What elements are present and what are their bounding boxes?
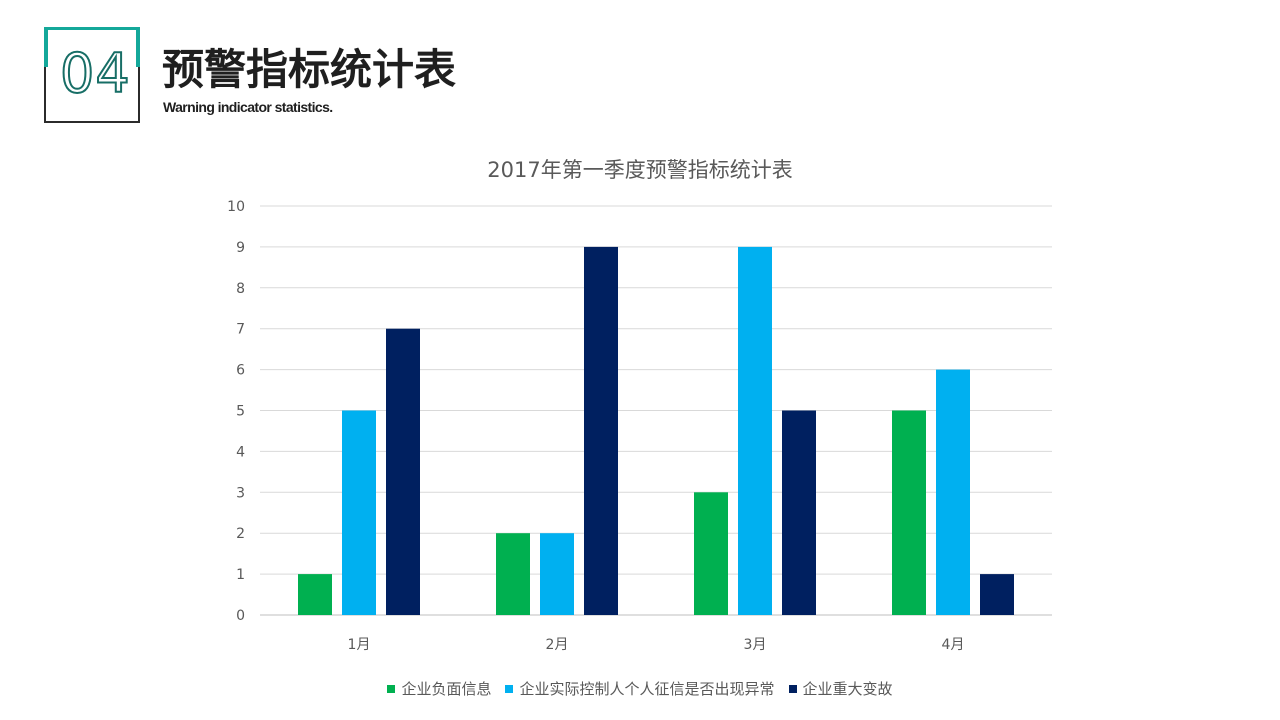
y-tick-label: 2 [236,526,245,542]
section-number-frame [44,27,140,123]
chart-legend: 企业负面信息 企业实际控制人个人征信是否出现异常 企业重大变故 [0,678,1280,699]
bar-3-2 [584,246,618,615]
legend-swatch [788,684,797,693]
bar-1-1 [298,574,332,615]
bars [298,246,1014,615]
section-number: 04 [59,41,131,106]
y-tick-label: 4 [236,444,245,460]
y-tick-label: 9 [236,240,245,256]
bar-2-3 [738,246,772,615]
y-tick-label: 7 [236,322,245,338]
y-tick-label: 1 [236,567,245,583]
y-axis-ticks: 0 1 2 3 4 5 6 7 8 9 10 [227,199,245,624]
y-tick-label: 3 [236,485,245,501]
gridlines [260,205,1052,616]
chart-title: 2017年第一季度预警指标统计表 [487,158,792,182]
x-tick-label: 4月 [942,637,965,653]
frame-accent-left [44,27,48,67]
legend-item: 企业重大变故 [788,678,893,699]
x-axis-ticks: 1月 2月 3月 4月 [348,637,965,653]
page-title: 预警指标统计表 [162,45,457,94]
x-tick-label: 2月 [546,637,569,653]
bar-2-4 [936,369,970,615]
y-tick-label: 5 [236,404,245,420]
bar-3-1 [386,328,420,615]
legend-item: 企业负面信息 [387,678,491,699]
x-tick-label: 1月 [348,637,371,653]
bar-3-3 [782,410,816,615]
y-tick-label: 6 [236,363,245,379]
bar-3-4 [980,574,1014,615]
legend-label: 企业负面信息 [401,680,492,698]
bar-1-4 [892,410,926,615]
legend-swatch [505,684,514,693]
legend-swatch [387,684,396,693]
y-tick-label: 10 [227,199,245,215]
x-tick-label: 3月 [744,637,767,653]
legend-label: 企业实际控制人个人征信是否出现异常 [519,680,775,698]
bar-1-2 [496,533,530,615]
legend-label: 企业重大变故 [802,680,893,698]
bar-1-3 [694,492,728,615]
frame-accent-right [136,27,140,67]
bar-2-1 [342,410,376,615]
y-tick-label: 0 [236,608,245,624]
legend-item: 企业实际控制人个人征信是否出现异常 [505,678,775,699]
page-subtitle: Warning indicator statistics. [163,99,333,115]
bar-2-2 [540,533,574,615]
y-tick-label: 8 [236,281,245,297]
